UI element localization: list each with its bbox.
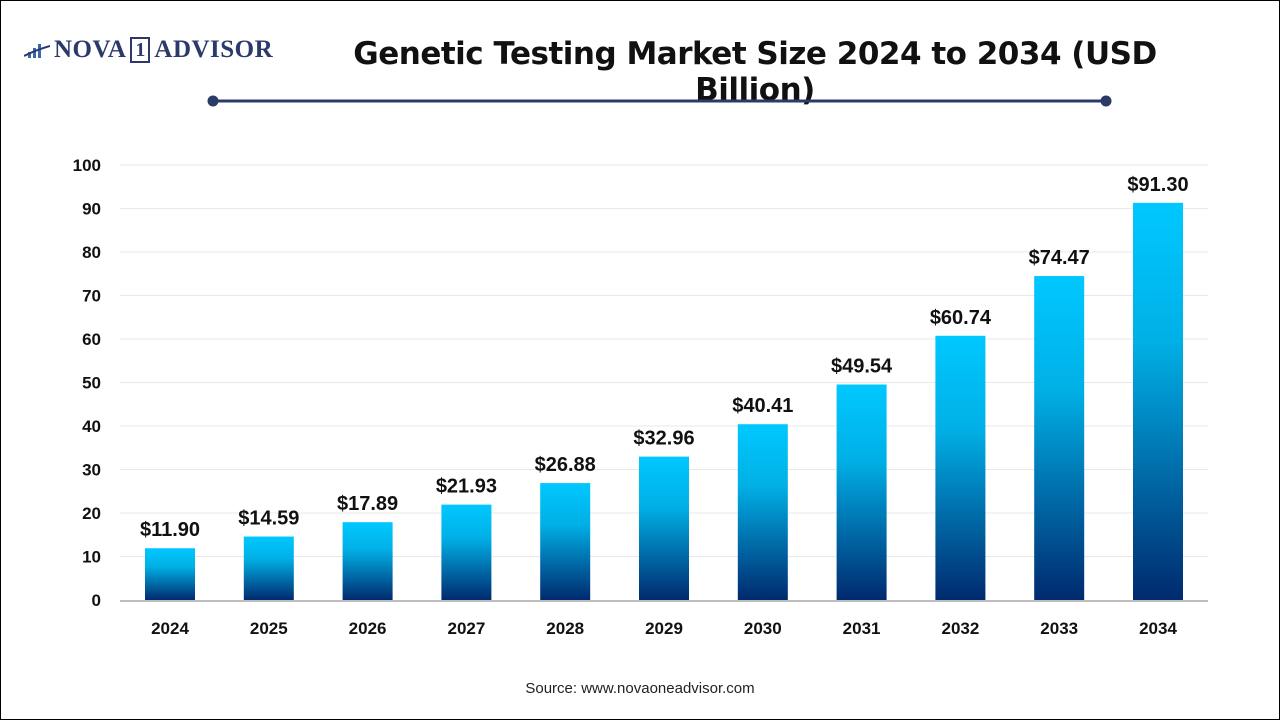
bar-chart-logo-icon bbox=[24, 44, 50, 58]
data-label: $26.88 bbox=[535, 454, 596, 476]
bar-2028 bbox=[540, 483, 591, 600]
y-tick-label: 0 bbox=[92, 591, 101, 610]
x-tick-label: 2033 bbox=[1040, 619, 1078, 638]
data-label: $11.90 bbox=[140, 519, 200, 541]
y-tick-label: 50 bbox=[82, 374, 101, 393]
title-rule bbox=[207, 95, 1112, 107]
chart-title: Genetic Testing Market Size 2024 to 2034… bbox=[353, 36, 1157, 108]
data-label: $17.89 bbox=[337, 493, 398, 515]
x-tick-label: 2031 bbox=[843, 619, 881, 638]
y-tick-label: 90 bbox=[82, 200, 101, 219]
bar-2034 bbox=[1133, 202, 1183, 600]
bar-2025 bbox=[243, 536, 294, 600]
bar-2033 bbox=[1034, 276, 1085, 600]
data-label: $74.47 bbox=[1029, 247, 1090, 269]
logo-number: 1 bbox=[130, 37, 151, 63]
bar-2027 bbox=[441, 504, 492, 600]
data-label: $32.96 bbox=[633, 428, 694, 450]
data-label: $40.41 bbox=[732, 395, 793, 417]
y-tick-label: 40 bbox=[82, 417, 101, 436]
data-label: $14.59 bbox=[238, 508, 299, 530]
y-tick-label: 30 bbox=[82, 461, 101, 480]
bar-2032 bbox=[935, 335, 986, 600]
bar-2029 bbox=[639, 456, 689, 600]
bar-2024 bbox=[145, 548, 195, 600]
y-tick-label: 10 bbox=[82, 548, 101, 567]
y-tick-label: 60 bbox=[82, 330, 101, 349]
x-tick-label: 2034 bbox=[1139, 619, 1177, 638]
y-tick-label: 70 bbox=[82, 287, 101, 306]
bar-2031 bbox=[836, 384, 887, 600]
x-tick-label: 2026 bbox=[349, 619, 387, 638]
y-tick-label: 80 bbox=[82, 243, 101, 262]
logo: NOVA 1 ADVISOR bbox=[24, 36, 273, 64]
data-label: $21.93 bbox=[436, 476, 497, 498]
x-tick-label: 2024 bbox=[151, 619, 189, 638]
bar-2026 bbox=[342, 522, 393, 600]
x-tick-label: 2028 bbox=[546, 619, 584, 638]
x-tick-label: 2029 bbox=[645, 619, 683, 638]
x-tick-label: 2032 bbox=[941, 619, 979, 638]
data-label: $49.54 bbox=[831, 356, 893, 378]
x-tick-label: 2027 bbox=[447, 619, 485, 638]
source-note: Source: www.novaoneadvisor.com bbox=[525, 680, 755, 697]
y-tick-label: 20 bbox=[82, 504, 101, 523]
logo-text: NOVA bbox=[54, 36, 127, 63]
data-label: $60.74 bbox=[930, 307, 992, 329]
x-tick-label: 2025 bbox=[250, 619, 288, 638]
x-tick-label: 2030 bbox=[744, 619, 782, 638]
logo-text-2: ADVISOR bbox=[154, 36, 274, 63]
data-label: $91.30 bbox=[1127, 174, 1188, 196]
y-tick-label: 100 bbox=[73, 156, 101, 175]
bar-2030 bbox=[737, 424, 788, 600]
